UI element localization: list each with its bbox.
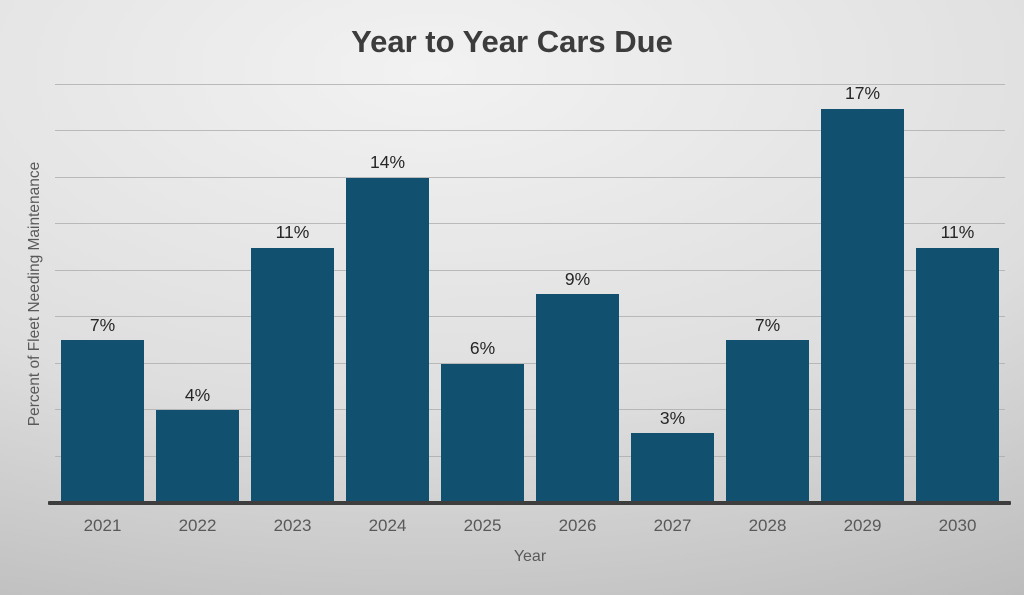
bar-2021 (60, 340, 144, 503)
bar-slot: 3% (625, 85, 720, 503)
x-tick-label: 2030 (938, 516, 977, 535)
plot-area: 7% 4% 11% 14% 6% 9% 3% 7% 17% 11% (55, 83, 1005, 503)
x-axis-line (48, 501, 1011, 505)
gridline (55, 223, 1005, 225)
x-tick-label: 2025 (463, 516, 502, 535)
bar-slot: 7% (720, 85, 815, 503)
gridline (55, 269, 1005, 271)
y-axis-title: Percent of Fleet Needing Maintenance (26, 161, 43, 427)
bar-2026 (535, 294, 619, 503)
x-tick-label: 2023 (273, 516, 312, 535)
bar-2030 (915, 247, 999, 503)
bar-2028 (725, 340, 809, 503)
bar-slot: 7% (55, 85, 150, 503)
bar-slot: 4% (150, 85, 245, 503)
x-tick-label: 2024 (368, 516, 407, 535)
gridline (55, 130, 1005, 132)
bar-value-label: 7% (89, 314, 116, 335)
bar-value-label: 6% (469, 338, 496, 359)
bar-value-label: 14% (369, 152, 406, 173)
gridline (55, 409, 1005, 411)
x-tick-label: 2029 (843, 516, 882, 535)
bar-2023 (250, 247, 334, 503)
bar-slot: 11% (910, 85, 1005, 503)
bar-2025 (440, 363, 524, 503)
gridline (55, 84, 1005, 85)
x-tick-label: 2026 (558, 516, 597, 535)
x-tick-label: 2027 (653, 516, 692, 535)
gridline (55, 455, 1005, 457)
bar-2022 (155, 410, 239, 503)
gridline (55, 176, 1005, 178)
bar-slot: 9% (530, 85, 625, 503)
x-axis-title: Year (513, 548, 547, 565)
bar-slot: 14% (340, 85, 435, 503)
bar-value-label: 11% (275, 222, 310, 243)
bar-slot: 11% (245, 85, 340, 503)
bar-value-label: 3% (659, 407, 686, 428)
gridline (55, 362, 1005, 364)
bar-slot: 17% (815, 83, 910, 503)
bar-value-label: 17% (844, 83, 881, 103)
bar-2029 (820, 108, 904, 503)
bar-value-label: 9% (564, 268, 591, 289)
bar-value-label: 11% (940, 222, 975, 243)
x-tick-label: 2022 (178, 516, 217, 535)
bar-value-label: 7% (754, 314, 781, 335)
bar-2024 (345, 177, 429, 503)
x-axis-tick-labels: 2021 2022 2023 2024 2025 2026 2027 2028 2029 2030 (55, 516, 1005, 536)
bar-slot: 6% (435, 85, 530, 503)
gridline (55, 316, 1005, 318)
x-tick-label: 2028 (748, 516, 787, 535)
chart-title: Year to Year Cars Due (351, 24, 673, 59)
bars-layer: 7% 4% 11% 14% 6% 9% 3% 7% 17% 11% (55, 83, 1005, 503)
bar-2027 (630, 433, 714, 503)
bar-value-label: 4% (184, 384, 211, 405)
x-tick-label: 2021 (83, 516, 122, 535)
